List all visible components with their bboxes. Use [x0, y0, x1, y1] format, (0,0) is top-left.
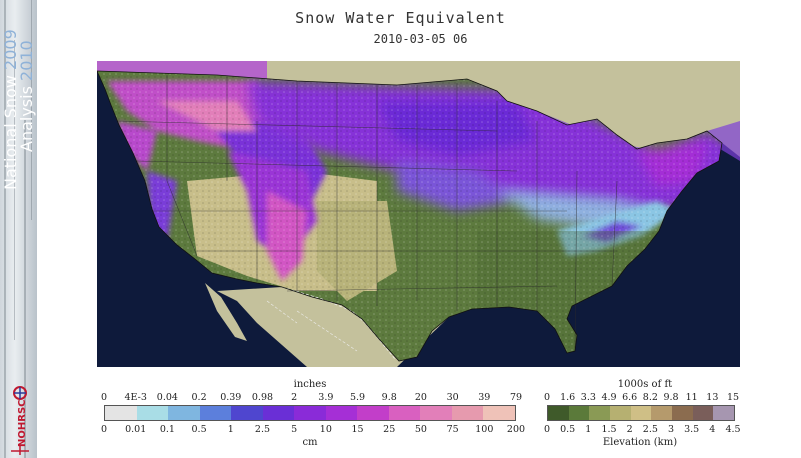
product-banner: National Snow 2009 Analysis 2010 NOHRSC [0, 0, 37, 458]
elev-swatch [568, 406, 590, 420]
swe-bottom-tick: 0.01 [125, 424, 147, 435]
elev-bottom-tick: 0.5 [560, 424, 576, 435]
swe-swatch [168, 406, 200, 420]
swe-swatch [231, 406, 263, 420]
swe-swatch [262, 406, 295, 420]
elev-top-tick: 0 [543, 392, 551, 403]
swe-top-tick: 0.2 [191, 392, 207, 403]
swe-top-tick: 0 [100, 392, 108, 403]
swe-bottom-tick: 15 [351, 424, 364, 435]
elev-top-tick: 1.6 [560, 392, 576, 403]
swe-top-tick: 20 [414, 392, 427, 403]
elev-swatch [610, 406, 631, 420]
elev-bottom-tick: 1.5 [601, 424, 617, 435]
swe-bottom-tick: 75 [446, 424, 459, 435]
elev-top-tick: 9.8 [663, 392, 679, 403]
elev-colorbar [547, 405, 735, 421]
map-title: Snow Water Equivalent [295, 9, 506, 27]
elev-bottom-tick: 4.5 [725, 424, 741, 435]
swe-bottom-tick: 100 [475, 424, 494, 435]
swe-top-tick: 0.98 [251, 392, 274, 403]
swe-bottom-tick: 200 [506, 424, 526, 435]
elev-swatch [630, 406, 652, 420]
swe-bottom-unit: cm [302, 437, 318, 448]
elev-swatch [548, 406, 569, 420]
elev-top-tick: 15 [726, 392, 740, 403]
elev-bottom-tick: 0 [543, 424, 551, 435]
swe-swatch [294, 406, 326, 420]
swe-swatch [105, 406, 137, 420]
banner-year2: 2010 [17, 40, 36, 81]
elev-bottom-tick: 2 [626, 424, 633, 435]
swe-swatch [199, 406, 232, 420]
swe-swatch [357, 406, 389, 420]
elev-top-tick: 13 [706, 392, 719, 403]
swe-swatch [420, 406, 452, 420]
swe-top-tick: 4E-3 [124, 392, 147, 403]
elev-bottom-label: Elevation (km) [602, 437, 678, 448]
swe-swatch [325, 406, 358, 420]
elev-swatch [692, 406, 714, 420]
elev-bottom-tick: 4 [709, 424, 716, 435]
swe-bottom-tick: 50 [414, 424, 427, 435]
swe-bottom-tick: 0 [100, 424, 108, 435]
swe-bottom-tick: 1 [227, 424, 234, 435]
swe-bottom-tick: 0.5 [191, 424, 207, 435]
banner-line2: Analysis [17, 86, 36, 152]
elev-bottom-tick: 3.5 [684, 424, 700, 435]
swe-bottom-tick: 0.1 [159, 424, 175, 435]
swe-bottom-tick: 10 [319, 424, 332, 435]
elev-swatch [651, 406, 673, 420]
swe-top-tick: 9.8 [381, 392, 397, 403]
logo-text: NOHRSC [17, 400, 28, 447]
swe-top-tick: 79 [509, 392, 523, 403]
nohrsc-logo: NOHRSC [11, 386, 29, 455]
banner-title: National Snow 2009 Analysis 2010 [1, 0, 36, 190]
swe-top-tick: 39 [478, 392, 491, 403]
elev-top-tick: 11 [685, 392, 698, 403]
swe-swatch [388, 406, 421, 420]
elev-swatch [713, 406, 735, 420]
elev-bottom-tick: 3 [667, 424, 675, 435]
elev-bottom-tick: 2.5 [642, 424, 658, 435]
swe-top-tick: 0.04 [156, 392, 178, 403]
elev-top-tick: 8.2 [642, 392, 658, 403]
swe-top-tick: 0.39 [220, 392, 242, 403]
elev-swatch [672, 406, 693, 420]
swe-swatch [136, 406, 169, 420]
swe-colorbar [104, 405, 516, 421]
swe-top-tick: 2 [291, 392, 298, 403]
swe-bottom-tick: 2.5 [254, 424, 271, 435]
map-datetime: 2010-03-05 06 [373, 32, 468, 46]
elev-top-unit: 1000s of ft [617, 379, 673, 390]
swe-swatch [451, 406, 484, 420]
elev-top-tick: 4.9 [601, 392, 617, 403]
swe-top-tick: 30 [446, 392, 459, 403]
swe-top-tick: 3.9 [318, 392, 334, 403]
swe-map [97, 61, 740, 367]
swe-top-tick: 5.9 [349, 392, 366, 403]
swe-swatch [483, 406, 515, 420]
swe-bottom-tick: 5 [291, 424, 298, 435]
elev-swatch [589, 406, 611, 420]
swe-top-unit: inches [293, 379, 327, 390]
elev-top-tick: 6.6 [622, 392, 638, 403]
swe-bottom-tick: 25 [383, 424, 396, 435]
elev-top-tick: 3.3 [580, 392, 596, 403]
elev-bottom-tick: 1 [585, 424, 592, 435]
